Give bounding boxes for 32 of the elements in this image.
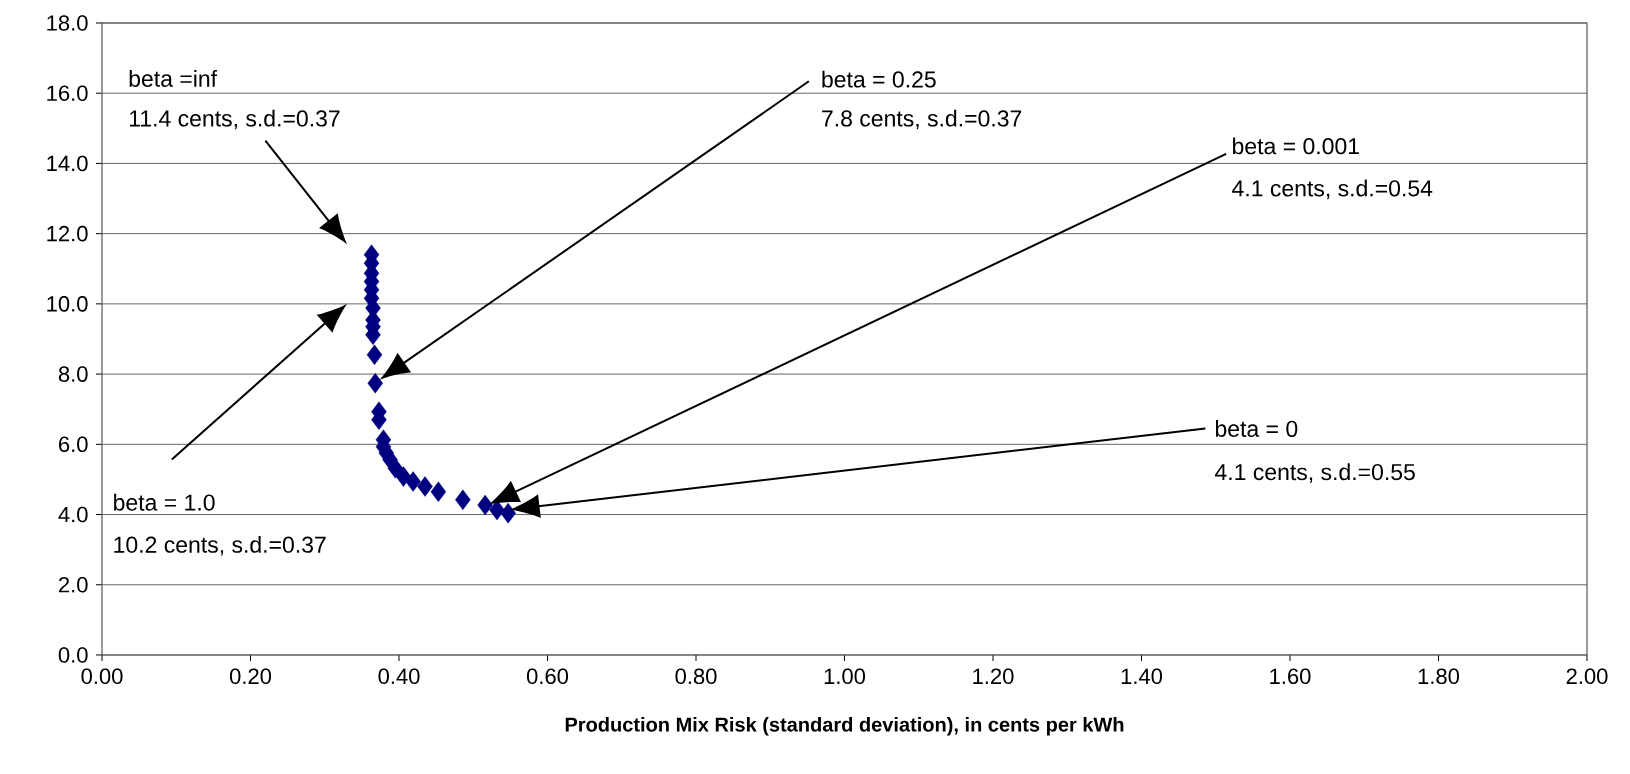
x-tick-label: 1.40 [1121,668,1163,685]
x-tick-label: 0.60 [526,668,569,685]
annotation: 7.8 cents, s.d.=0.37 [822,109,1022,130]
y-tick-label: 8.0 [58,366,88,382]
annotation: beta = 1.0 [114,493,215,511]
annotation: beta = 0.25 [822,70,936,88]
x-tick-label: 0.20 [229,668,272,685]
y-tick-label: 6.0 [59,436,88,453]
annotation: beta =inf [129,70,218,87]
x-tick-label: 0.80 [675,668,717,685]
annotation: beta = 0 [1215,420,1298,437]
x-tick-label: 2.00 [1566,668,1608,685]
y-tick-label: 0.0 [58,647,88,663]
x-axis-title: Production Mix Risk (standard deviation), in cents per kWh [565,716,1124,736]
annotation: beta = 0.001 [1233,137,1359,155]
y-tick-label: 18.0 [47,15,88,31]
annotation: 11.4 cents, s.d.=0.37 [129,109,340,130]
x-tick-label: 0.00 [81,668,123,685]
y-tick-label: 12.0 [47,225,88,242]
y-tick-label: 4.0 [58,506,88,523]
annotation: 4.1 cents, s.d.=0.54 [1232,179,1433,200]
y-tick-label: 2.0 [59,576,88,593]
x-tick-label: 1.60 [1270,668,1311,685]
x-tick-label: 0.40 [378,668,420,685]
annotation: 10.2 cents, s.d.=0.37 [114,535,326,556]
x-tick-label: 1.80 [1418,668,1460,685]
x-tick-label: 1.20 [973,668,1014,685]
y-tick-label: 10.0 [47,296,88,312]
y-tick-label: 14.0 [47,155,88,172]
x-tick-label: 1.00 [824,668,866,685]
annotation: 4.1 cents, s.d.=0.55 [1215,463,1415,483]
y-tick-label: 16.0 [47,85,88,101]
